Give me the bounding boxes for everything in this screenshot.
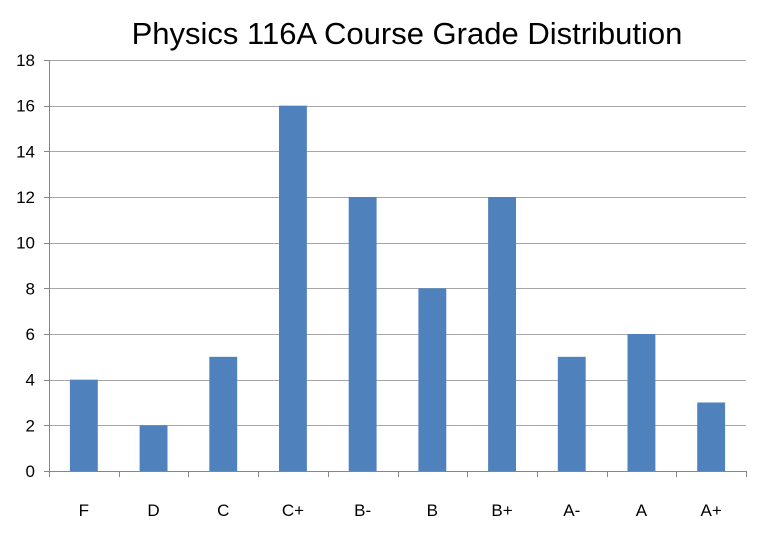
x-tick-label: A	[636, 501, 648, 520]
y-tick-label: 12	[16, 188, 35, 207]
chart-title: Physics 116A Course Grade Distribution	[132, 16, 683, 51]
y-tick-label: 2	[26, 416, 35, 435]
x-tick-label: C+	[282, 501, 304, 520]
bar-A-	[557, 356, 586, 471]
y-tick-label: 10	[16, 234, 35, 253]
x-axis-tick-labels: F D C C+ B- B B+ A- A A+	[79, 501, 722, 520]
y-tick-label: 16	[16, 97, 35, 116]
y-tick-label: 18	[16, 51, 35, 70]
bar-C+	[279, 105, 307, 472]
x-tick-label: D	[147, 501, 159, 520]
bar-A	[627, 334, 656, 471]
x-tick-label: B+	[491, 501, 512, 520]
y-tick-label: 14	[16, 142, 35, 161]
bar-B	[418, 288, 447, 471]
bars	[69, 105, 726, 472]
bar-A+	[697, 402, 726, 471]
y-tick-label: 6	[26, 325, 35, 344]
y-tick-label: 8	[26, 279, 35, 298]
x-tick-label: F	[79, 501, 89, 520]
bar-B-	[348, 197, 377, 471]
bar-F	[69, 379, 98, 471]
x-tick-label: B	[427, 501, 438, 520]
bar-D	[139, 425, 168, 471]
bar-C	[209, 356, 238, 471]
x-tick-label: A+	[701, 501, 722, 520]
y-tick-label: 0	[26, 462, 35, 481]
x-tick-label: A-	[563, 501, 580, 520]
gridlines	[49, 60, 746, 426]
axes	[44, 60, 747, 477]
x-tick-label: C	[217, 501, 229, 520]
x-tick-label: B-	[354, 501, 371, 520]
y-tick-label: 4	[26, 371, 35, 390]
y-axis-tick-labels: 0 2 4 6 8 10 12 14 16 18	[16, 51, 35, 481]
bar-B+	[488, 197, 516, 471]
